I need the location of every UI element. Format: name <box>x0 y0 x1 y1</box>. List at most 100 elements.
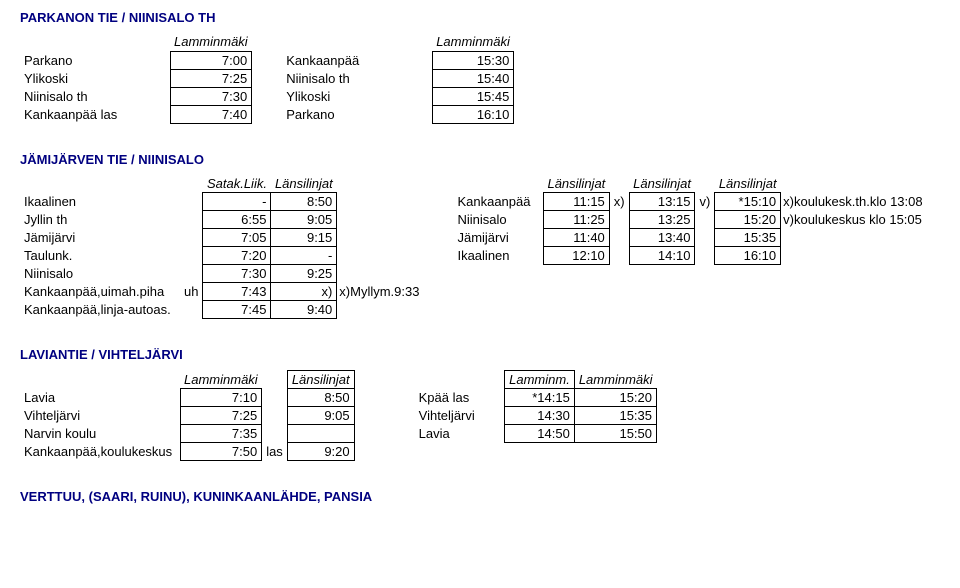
time-cell: - <box>203 193 271 211</box>
col-header: Satak.Liik. <box>203 175 271 193</box>
col-header: Länsilinjat <box>287 371 354 389</box>
time-cell: 7:30 <box>170 87 252 105</box>
note-cell: v) <box>695 193 715 211</box>
time-cell: 9:20 <box>287 443 354 461</box>
section-jamijarven: JÄMIJÄRVEN TIE / NIINISALO Satak.Liik. L… <box>20 152 940 320</box>
stop-label: Vihteljärvi <box>415 407 505 425</box>
stop-label: Kankaanpää <box>282 51 432 69</box>
time-cell: 15:20 <box>574 389 656 407</box>
timetable-right: Lamminm. Lamminmäki Kpää las*14:1515:20 … <box>415 370 657 443</box>
stop-label: Kankaanpää <box>453 193 543 211</box>
section-title: PARKANON TIE / NIINISALO TH <box>20 10 940 25</box>
time-cell: 7:00 <box>170 51 252 69</box>
note-cell: v)koulukeskus klo 15:05 <box>781 211 927 229</box>
col-header: Lamminmäki <box>574 371 656 389</box>
stop-label: Ikaalinen <box>453 247 543 265</box>
timetable-right: Länsilinjat Länsilinjat Länsilinjat Kank… <box>453 175 926 266</box>
time-cell: 15:35 <box>574 407 656 425</box>
col-header: Länsilinjat <box>629 175 695 193</box>
stop-label: Lavia <box>20 389 180 407</box>
time-cell: 7:50 <box>180 443 262 461</box>
time-cell: 7:05 <box>203 229 271 247</box>
time-cell <box>287 425 354 443</box>
section-verttuu: VERTTUU, (SAARI, RUINU), KUNINKAANLÄHDE,… <box>20 489 940 504</box>
timetable-right: Lamminmäki Kankaanpää15:30 Niinisalo th1… <box>282 33 514 124</box>
timetable-left: Lamminmäki Parkano7:00 Ylikoski7:25 Niin… <box>20 33 252 124</box>
time-cell: 13:25 <box>629 211 695 229</box>
stop-label: Kankaanpää,koulukeskus <box>20 443 180 461</box>
time-cell: 15:45 <box>432 87 514 105</box>
time-cell: 7:35 <box>180 425 262 443</box>
time-cell: 9:05 <box>287 407 354 425</box>
col-header: Lamminmäki <box>180 371 262 389</box>
stop-label: Taulunk. <box>20 247 180 265</box>
note-cell: uh <box>180 283 203 301</box>
stop-label: Ylikoski <box>282 87 432 105</box>
stop-label: Kankaanpää,uimah.piha <box>20 283 180 301</box>
time-cell: 15:20 <box>715 211 781 229</box>
time-cell: x) <box>271 283 337 301</box>
time-cell: 7:10 <box>180 389 262 407</box>
note-cell: las <box>262 443 288 461</box>
stop-label: Ikaalinen <box>20 193 180 211</box>
col-header: Lamminmäki <box>170 33 252 51</box>
time-cell: 7:30 <box>203 265 271 283</box>
stop-label: Niinisalo th <box>282 69 432 87</box>
time-cell: 6:55 <box>203 211 271 229</box>
note-cell: x) <box>609 193 629 211</box>
section-title: LAVIANTIE / VIHTELJÄRVI <box>20 347 940 362</box>
note-cell: x)Myllym.9:33 <box>337 283 424 301</box>
time-cell: 11:25 <box>543 211 609 229</box>
stop-label: Narvin koulu <box>20 425 180 443</box>
col-header: Lamminmäki <box>432 33 514 51</box>
stop-label: Vihteljärvi <box>20 407 180 425</box>
time-cell: 16:10 <box>715 247 781 265</box>
stop-label: Kpää las <box>415 389 505 407</box>
timetable-left: Satak.Liik. Länsilinjat Ikaalinen-8:50 J… <box>20 175 423 320</box>
time-cell: *15:10 <box>715 193 781 211</box>
stop-label: Jämijärvi <box>20 229 180 247</box>
stop-label: Ylikoski <box>20 69 170 87</box>
time-cell: 14:10 <box>629 247 695 265</box>
time-cell: 12:10 <box>543 247 609 265</box>
section-laviantie: LAVIANTIE / VIHTELJÄRVI Lamminmäki Länsi… <box>20 347 940 461</box>
time-cell: 9:15 <box>271 229 337 247</box>
time-cell: 13:15 <box>629 193 695 211</box>
stop-label: Jämijärvi <box>453 229 543 247</box>
time-cell: 15:50 <box>574 425 656 443</box>
time-cell: 9:40 <box>271 301 337 319</box>
col-header: Länsilinjat <box>543 175 609 193</box>
stop-label: Niinisalo th <box>20 87 170 105</box>
time-cell: 8:50 <box>271 193 337 211</box>
time-cell: 7:45 <box>203 301 271 319</box>
time-cell: 14:30 <box>505 407 575 425</box>
timetable-left: Lamminmäki Länsilinjat Lavia7:108:50 Vih… <box>20 370 355 461</box>
col-header: Länsilinjat <box>271 175 337 193</box>
stop-label: Parkano <box>20 51 170 69</box>
time-cell: 7:20 <box>203 247 271 265</box>
stop-label: Parkano <box>282 105 432 123</box>
time-cell: 15:35 <box>715 229 781 247</box>
stop-label: Niinisalo <box>453 211 543 229</box>
time-cell: - <box>271 247 337 265</box>
note-cell: x)koulukesk.th.klo 13:08 <box>781 193 927 211</box>
section-parkanon: PARKANON TIE / NIINISALO TH Lamminmäki P… <box>20 10 940 124</box>
time-cell: 7:25 <box>170 69 252 87</box>
time-cell: 11:40 <box>543 229 609 247</box>
col-header: Lamminm. <box>505 371 575 389</box>
stop-label: Niinisalo <box>20 265 180 283</box>
time-cell: 7:25 <box>180 407 262 425</box>
time-cell: 15:30 <box>432 51 514 69</box>
time-cell: 7:40 <box>170 105 252 123</box>
stop-label: Lavia <box>415 425 505 443</box>
stop-label: Kankaanpää,linja-autoas. <box>20 301 180 319</box>
time-cell: 16:10 <box>432 105 514 123</box>
section-title: JÄMIJÄRVEN TIE / NIINISALO <box>20 152 940 167</box>
time-cell: 7:43 <box>203 283 271 301</box>
time-cell: 15:40 <box>432 69 514 87</box>
time-cell: 13:40 <box>629 229 695 247</box>
col-header: Länsilinjat <box>715 175 781 193</box>
stop-label: Kankaanpää las <box>20 105 170 123</box>
time-cell: 9:05 <box>271 211 337 229</box>
section-title: VERTTUU, (SAARI, RUINU), KUNINKAANLÄHDE,… <box>20 489 940 504</box>
